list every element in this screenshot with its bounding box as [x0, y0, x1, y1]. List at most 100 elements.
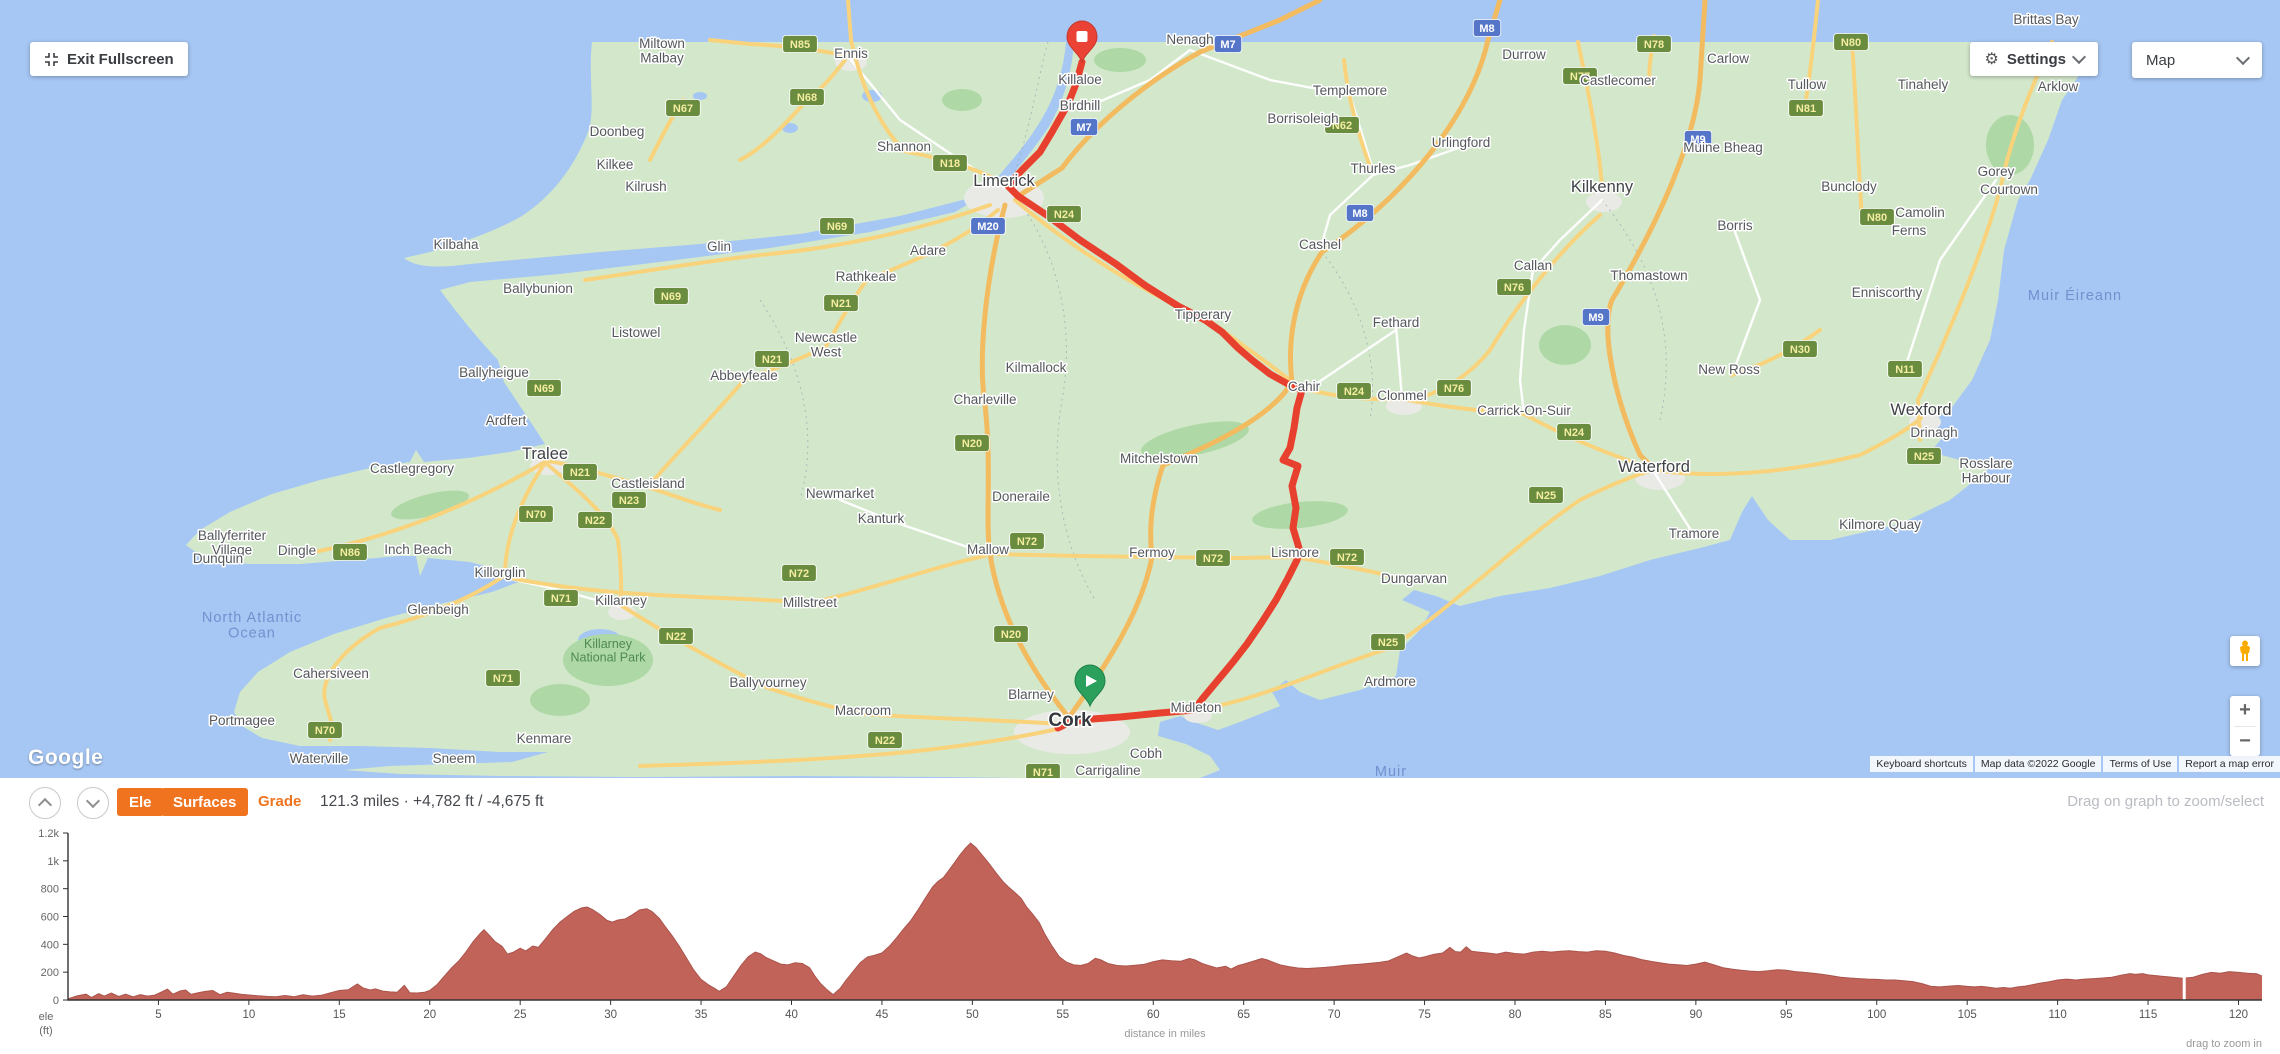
map-label: Kilkenny [1571, 178, 1634, 196]
pegman-streetview-button[interactable] [2230, 636, 2260, 666]
x-tick-label: 60 [1147, 1009, 1160, 1021]
route-start-marker[interactable] [1074, 664, 1106, 708]
road-shield: N21 [562, 463, 598, 481]
map-label: Blarney [1008, 687, 1054, 702]
map-label: Borris [1717, 218, 1753, 233]
road-shield: N25 [1906, 447, 1942, 465]
zoom-out-button[interactable]: − [2239, 729, 2251, 752]
map-label: Killarney National Park [570, 637, 646, 665]
map-label: Tralee [522, 445, 568, 463]
settings-button[interactable]: ⚙ Settings [1970, 42, 2098, 76]
map-label: Sneem [433, 751, 476, 766]
map-label: Glenbeigh [407, 602, 469, 617]
map-canvas[interactable]: N85 M7 M8 N78 N80 N68 N67 M7 N62 N77 N81 M9 N18 N24 M2… [0, 0, 2280, 778]
svg-text:N20: N20 [1001, 629, 1021, 641]
x-tick-label: 40 [785, 1009, 798, 1021]
road-shield: N23 [611, 491, 647, 509]
svg-text:N71: N71 [551, 593, 571, 605]
road-shield: N77 [1562, 67, 1598, 85]
y-tick-label: 1.2k [38, 828, 59, 840]
keyboard-shortcuts-link[interactable]: Keyboard shortcuts [1870, 756, 1973, 772]
expand-panel-button[interactable] [77, 787, 109, 819]
svg-text:N72: N72 [1337, 552, 1357, 564]
road-shield: N71 [1025, 763, 1061, 778]
map-label: Kilmore Quay [1839, 517, 1921, 532]
elevation-area[interactable] [68, 843, 2262, 1000]
map-label: Gorey [1978, 164, 2015, 179]
svg-text:N70: N70 [526, 509, 546, 521]
map-svg[interactable]: N85 M7 M8 N78 N80 N68 N67 M7 N62 N77 N81 M9 N18 N24 M2… [0, 0, 2280, 778]
x-tick-label: 35 [695, 1009, 708, 1021]
svg-text:N69: N69 [827, 221, 847, 233]
zoom-in-button[interactable]: + [2239, 699, 2251, 722]
map-label: Bunclody [1821, 179, 1877, 194]
svg-text:M7: M7 [1076, 122, 1091, 134]
road-shield: N62 [1324, 116, 1360, 134]
map-label: Carrigaline [1075, 763, 1140, 778]
svg-text:N21: N21 [831, 298, 851, 310]
map-label: Mitchelstown [1120, 451, 1198, 466]
svg-text:N86: N86 [340, 547, 360, 559]
map-label: Ballybunion [503, 281, 573, 296]
map-label: Arklow [2038, 79, 2079, 94]
map-label: Mallow [967, 542, 1009, 557]
road-shield: N25 [1528, 486, 1564, 504]
map-attribution: Keyboard shortcuts Map data ©2022 Google… [1870, 756, 2280, 772]
svg-text:M8: M8 [1352, 208, 1367, 220]
route-end-marker[interactable] [1066, 20, 1098, 64]
map-label: Urlingford [1432, 135, 1491, 150]
road-shield: N80 [1833, 33, 1869, 51]
settings-label: Settings [2006, 50, 2066, 68]
svg-text:N81: N81 [1796, 103, 1816, 115]
map-label: Kilmallock [1006, 360, 1067, 375]
map-label: Muir [1375, 764, 1407, 778]
map-label: Killaloe [1058, 72, 1102, 87]
svg-text:N25: N25 [1536, 490, 1556, 502]
exit-fullscreen-button[interactable]: Exit Fullscreen [30, 42, 188, 76]
route-line[interactable] [1004, 58, 1306, 732]
svg-text:N76: N76 [1444, 383, 1464, 395]
map-label: Carlow [1707, 51, 1749, 66]
map-label: Limerick [973, 172, 1035, 190]
map-roads-motorway [979, 0, 1708, 719]
map-type-dropdown[interactable]: Map [2132, 42, 2262, 78]
map-label: Doonbeg [590, 124, 645, 139]
svg-text:M9: M9 [1588, 312, 1603, 324]
road-shield: N72 [781, 564, 817, 582]
x-tick-label: 115 [2139, 1009, 2157, 1021]
road-shield: M7 [1069, 118, 1099, 136]
drag-zoom-hint: drag to zoom in [2186, 1038, 2262, 1050]
x-tick-label: 85 [1599, 1009, 1612, 1021]
map-label: Castlecomer [1580, 73, 1656, 88]
map-label: Cobh [1130, 746, 1162, 761]
map-label: New Ross [1698, 362, 1760, 377]
y-axis-label: ele [39, 1011, 54, 1023]
x-tick-label: 50 [966, 1009, 979, 1021]
svg-text:N23: N23 [619, 495, 639, 507]
map-label: Abbeyfeale [710, 368, 778, 383]
map-label: Listowel [612, 325, 661, 340]
collapse-panel-button[interactable] [29, 787, 61, 819]
map-label: Dungarvan [1381, 571, 1447, 586]
terms-of-use-link[interactable]: Terms of Use [2103, 756, 2178, 772]
svg-text:N62: N62 [1332, 120, 1352, 132]
map-label: Macroom [835, 703, 891, 718]
grade-toggle-link[interactable]: Grade [258, 793, 302, 810]
y-axis-label: (ft) [39, 1025, 52, 1037]
road-shield: N21 [754, 350, 790, 368]
road-shield: N69 [819, 217, 855, 235]
report-map-error-link[interactable]: Report a map error [2179, 756, 2280, 772]
road-shield: N22 [658, 627, 694, 645]
road-shield: N76 [1436, 379, 1472, 397]
x-tick-label: 55 [1056, 1009, 1069, 1021]
svg-text:N67: N67 [673, 103, 693, 115]
elevation-chart[interactable]: 0 200 400 600 800 1k 1.2k 5 10 15 20 25 30 35 40 45 50 55… [0, 822, 2280, 1054]
map-label: Doneraile [992, 489, 1050, 504]
surfaces-toggle-button[interactable]: Surfaces [161, 788, 249, 816]
elevation-toggle-button[interactable]: Ele [117, 788, 164, 816]
map-label: Kenmare [517, 731, 572, 746]
svg-text:M20: M20 [977, 221, 998, 233]
map-label: Kilrush [625, 179, 666, 194]
map-label: Camolin [1895, 205, 1945, 220]
map-label: Callan [1514, 258, 1552, 273]
